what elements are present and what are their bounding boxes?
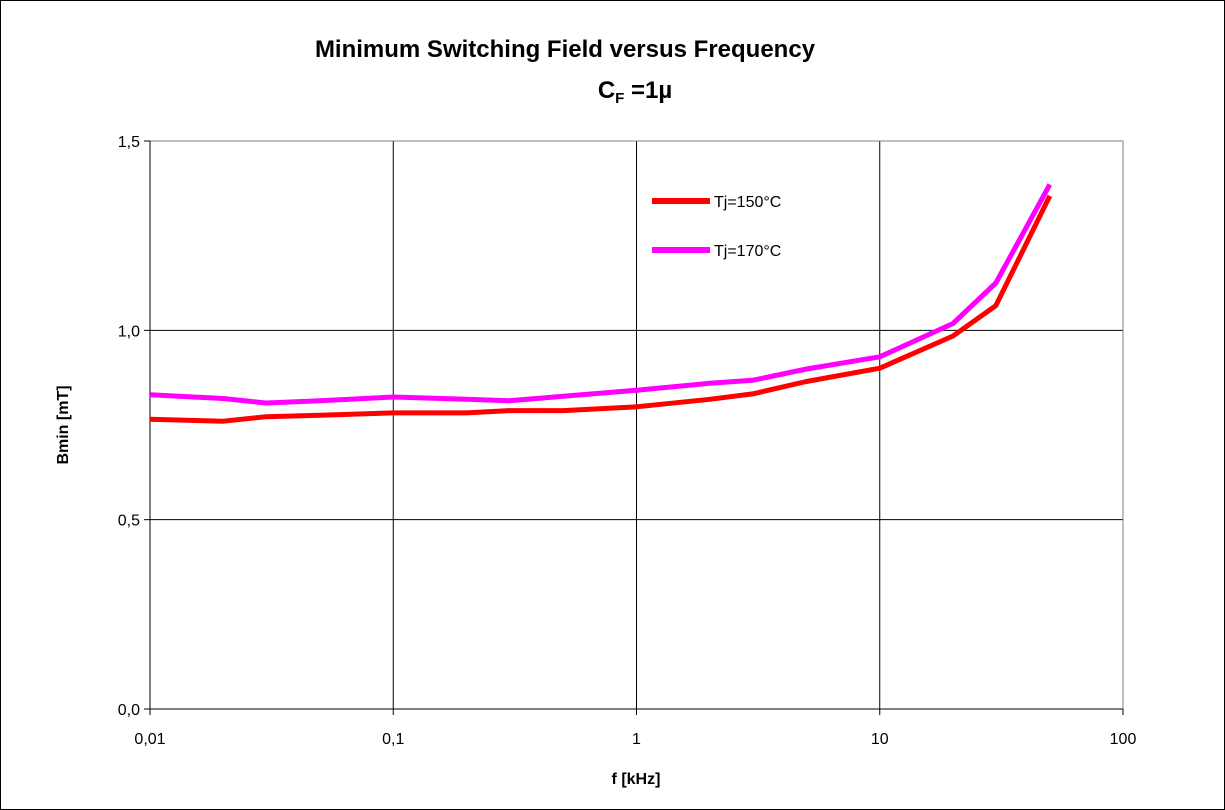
x-tick-label: 1 [632,731,641,748]
y-tick-label: 1,5 [118,134,140,151]
y-ticks: 0,0 0,5 1,0 1,5 [118,134,150,719]
x-axis-label: f [kHz] [612,771,661,788]
series-line-1 [149,194,1053,424]
y-axis-label: Bmin [mT] [55,385,72,464]
series-line-2 [149,183,1052,406]
series-group [149,183,1053,424]
legend: Tj=150°C Tj=170°C [652,194,781,260]
y-tick-label: 1,0 [118,323,140,340]
grid [150,141,1123,709]
y-tick-label: 0,0 [118,702,140,719]
legend-label: Tj=150°C [714,194,781,211]
x-tick-label: 0,1 [382,731,404,748]
x-tick-label: 100 [1110,731,1137,748]
chart-title: Minimum Switching Field versus Frequency [315,36,816,63]
x-ticks: 0,01 0,1 1 10 100 [134,709,1136,748]
x-tick-label: 0,01 [134,731,165,748]
x-tick-label: 10 [871,731,889,748]
legend-label: Tj=170°C [714,243,781,260]
chart-subtitle: CF =1µ [598,77,672,107]
y-tick-label: 0,5 [118,513,140,530]
